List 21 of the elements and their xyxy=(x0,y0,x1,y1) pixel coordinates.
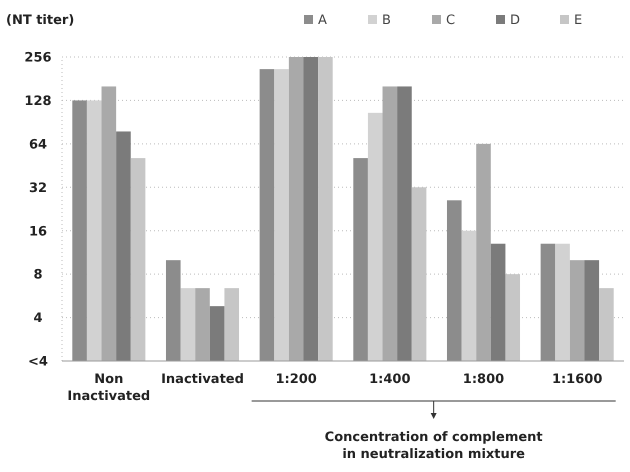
legend-label: A xyxy=(318,13,327,28)
x-tick-label: 1:1600 xyxy=(552,372,602,387)
y-tick-label: 8 xyxy=(33,268,43,283)
legend-label: D xyxy=(510,13,520,28)
y-tick-label: 32 xyxy=(28,180,48,196)
y-tick-label: 4 xyxy=(33,311,43,326)
y-tick-label: 64 xyxy=(28,137,48,152)
x-tick-label: 1:400 xyxy=(369,372,411,387)
text: Concentration of complement in neutralization mixture xyxy=(324,430,543,462)
legend-label: E xyxy=(574,13,582,28)
legend-label: B xyxy=(382,13,391,28)
y-tick-label: 128 xyxy=(24,94,52,109)
x-tick-label: 1:200 xyxy=(275,372,317,387)
x-tick-label: 1:800 xyxy=(462,372,504,387)
y-tick-label: <4 xyxy=(28,354,48,370)
x-tick-label: Inactivated xyxy=(161,372,244,387)
x-tick-label: Non Inactivated xyxy=(67,372,150,404)
y-axis-title: (NT titer) xyxy=(6,13,74,28)
y-tick-label: 16 xyxy=(28,224,48,240)
legend-label: C xyxy=(446,13,456,28)
y-tick-label: 256 xyxy=(24,50,52,66)
